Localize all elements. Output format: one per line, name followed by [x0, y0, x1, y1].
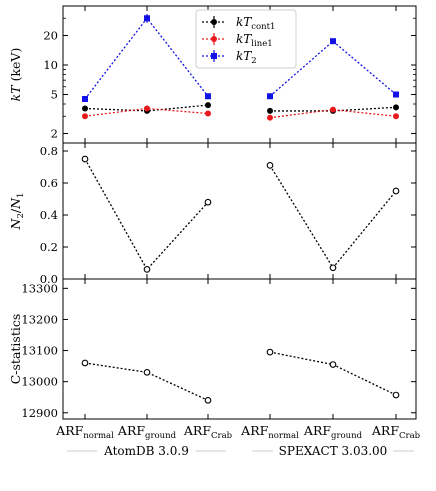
x-category-label: ARFCrab — [183, 423, 233, 441]
data-point — [205, 93, 211, 100]
data-point — [329, 361, 337, 368]
series-line — [84, 17, 209, 100]
y-axis-label: C-statistics — [8, 314, 23, 385]
series-line — [84, 362, 209, 401]
y-axis-label: kT (keV) — [8, 48, 23, 102]
y-axis-label: N2/N1 — [8, 193, 26, 231]
group-label-1: SPEXACT 3.03.00 — [252, 444, 414, 458]
data-point — [266, 348, 274, 356]
data-point — [267, 114, 273, 121]
series-C-statistics — [81, 348, 400, 404]
x-category-label: ARFground — [117, 423, 177, 441]
data-point — [204, 396, 212, 404]
data-point — [144, 15, 150, 22]
panel-cstat: 12900 13000 13100 13200 13300 C-statistics — [8, 278, 417, 420]
series-kT_cont1 — [82, 102, 399, 114]
group-label-0: AtomDB 3.0.9 — [67, 444, 226, 458]
y-tick-label: 0.4 — [40, 208, 58, 222]
data-point — [144, 105, 150, 112]
data-point — [393, 91, 399, 98]
data-point — [267, 107, 273, 114]
data-point — [205, 110, 211, 117]
series-N2/N1 — [81, 155, 400, 273]
series-line — [269, 109, 397, 119]
series-line — [84, 158, 209, 271]
series-line — [269, 351, 397, 396]
y-tick-label: 13300 — [21, 281, 58, 295]
panel-ratio: 0.0 0.2 0.4 0.6 0.8 N2/N1 — [8, 142, 417, 286]
series-kT_line1 — [82, 105, 399, 121]
y-tick-label: 0.0 — [40, 272, 58, 286]
data-point — [82, 95, 88, 102]
y-tick-label: 5 — [51, 88, 58, 102]
data-point — [267, 93, 273, 100]
y-tick-label: 12900 — [21, 406, 58, 420]
y-tick-label: 0.2 — [40, 240, 58, 254]
data-point — [82, 105, 88, 112]
data-point — [81, 155, 89, 163]
legend-box — [195, 9, 297, 69]
data-point — [330, 106, 336, 113]
series-line — [84, 107, 209, 117]
y-tick-label: 10 — [43, 58, 58, 72]
x-category-label: ARFground — [303, 423, 363, 441]
data-point — [81, 359, 89, 367]
y-tick-label: 20 — [43, 29, 58, 43]
legend-label: kTline1 — [236, 32, 273, 49]
series-line — [270, 106, 397, 112]
data-point — [392, 187, 400, 195]
y-tick-label: 13200 — [21, 312, 58, 326]
y-tick-label: 2 — [51, 127, 58, 141]
data-point — [204, 198, 212, 206]
data-point — [392, 391, 400, 399]
x-category-label: ARFnormal — [55, 423, 114, 441]
group-label-text: AtomDB 3.0.9 — [103, 444, 189, 458]
data-point — [143, 266, 151, 273]
data-point — [266, 162, 274, 169]
series-line — [84, 104, 209, 112]
series-line — [269, 165, 397, 269]
x-category-label: ARFnormal — [240, 423, 299, 441]
data-point — [393, 113, 399, 120]
data-point — [82, 113, 88, 120]
y-tick-label: 13100 — [21, 344, 58, 358]
series-kT_2 — [82, 14, 399, 102]
panel-frame — [62, 278, 417, 420]
legend-label: kTcont1 — [236, 15, 275, 32]
data-point — [205, 102, 211, 109]
legend-label: kT2 — [236, 49, 257, 66]
data-point — [330, 38, 336, 45]
y-tick-label: 13000 — [21, 375, 58, 389]
data-point — [143, 368, 151, 376]
data-point — [329, 264, 337, 272]
group-label-text: SPEXACT 3.03.00 — [279, 444, 388, 458]
y-tick-label: 0.8 — [40, 144, 58, 158]
y-tick-label: 0.6 — [40, 176, 58, 190]
panel-frame — [62, 142, 417, 280]
data-point — [393, 104, 399, 111]
x-category-label: ARFCrab — [371, 423, 421, 441]
